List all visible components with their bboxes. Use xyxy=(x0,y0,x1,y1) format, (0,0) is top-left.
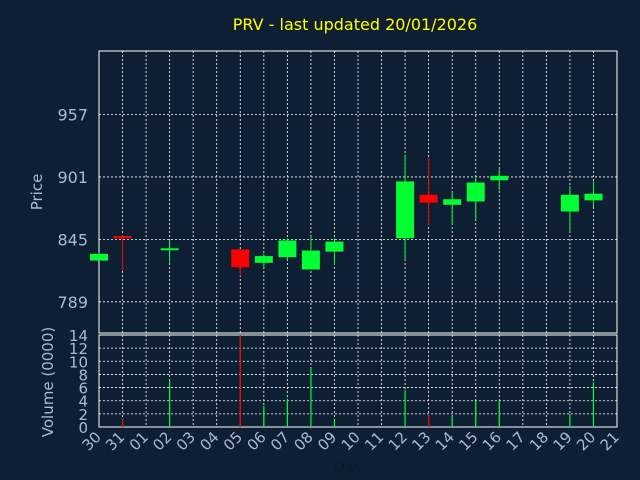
x-axis-label: Day xyxy=(333,458,363,476)
x-tick-label: 20 xyxy=(573,428,599,454)
candle-body xyxy=(113,236,132,239)
price-tick-label: 789 xyxy=(57,293,88,312)
x-tick-label: 14 xyxy=(432,428,458,454)
volume-tick-label: 2 xyxy=(78,406,88,424)
x-tick-label: 31 xyxy=(102,428,128,454)
x-tick-label: 16 xyxy=(479,428,505,454)
price-tick-label: 901 xyxy=(57,168,88,187)
x-tick-label: 08 xyxy=(291,428,317,454)
x-tick-label: 07 xyxy=(267,428,293,454)
candle-body xyxy=(231,249,250,268)
chart-title: PRV - last updated 20/01/2026 xyxy=(233,15,478,34)
x-tick-label: 13 xyxy=(408,428,434,454)
price-grid xyxy=(98,50,618,334)
volume-tick-label: 6 xyxy=(78,380,88,398)
volume-tick-label: 4 xyxy=(78,393,88,411)
candle-body xyxy=(325,241,344,252)
x-tick-label: 02 xyxy=(149,428,175,454)
x-tick-label: 09 xyxy=(314,428,340,454)
candle-body xyxy=(160,248,179,251)
x-tick-label: 19 xyxy=(550,428,576,454)
volume-axis-label: Volume (0000) xyxy=(39,327,57,437)
candle-body xyxy=(584,193,603,201)
x-tick-label: 18 xyxy=(526,428,552,454)
x-tick-label: 01 xyxy=(126,428,152,454)
candle-body xyxy=(301,250,320,270)
y-axis-label: Price xyxy=(28,174,46,211)
volume-tick-label: 10 xyxy=(69,353,88,371)
volume-grid xyxy=(98,334,618,428)
x-tick-label: 12 xyxy=(385,428,411,454)
candle-body xyxy=(254,256,273,263)
candle-body xyxy=(560,194,579,212)
price-tick-label: 957 xyxy=(57,106,88,125)
candle-body xyxy=(466,182,485,202)
x-tick-label: 03 xyxy=(173,428,199,454)
candle-body xyxy=(419,194,438,203)
volume-tick-label: 0 xyxy=(78,419,88,437)
x-tick-label: 11 xyxy=(361,428,387,454)
x-tick-label: 06 xyxy=(243,428,269,454)
candle-body xyxy=(443,199,462,205)
candle-body xyxy=(90,253,108,261)
x-tick-label: 21 xyxy=(597,428,623,454)
x-tick-label: 04 xyxy=(196,428,222,454)
volume-tick-label: 8 xyxy=(78,366,88,384)
x-tick-label: 17 xyxy=(502,428,528,454)
candle-body xyxy=(278,240,297,258)
volume-layer xyxy=(121,335,595,427)
x-tick-labels: 3031010203040506070809101112131415161718… xyxy=(79,428,623,454)
x-tick-label: 15 xyxy=(455,428,481,454)
price-tick-labels: 789 845 901 957 xyxy=(57,106,88,312)
price-tick-label: 845 xyxy=(57,230,88,249)
x-tick-label: 05 xyxy=(220,428,246,454)
candle-body xyxy=(490,175,509,181)
candle-body xyxy=(396,181,415,239)
volume-tick-label: 14 xyxy=(69,327,88,345)
candles-layer xyxy=(90,154,603,277)
volume-tick-label: 12 xyxy=(69,340,88,358)
x-tick-label: 10 xyxy=(338,428,364,454)
